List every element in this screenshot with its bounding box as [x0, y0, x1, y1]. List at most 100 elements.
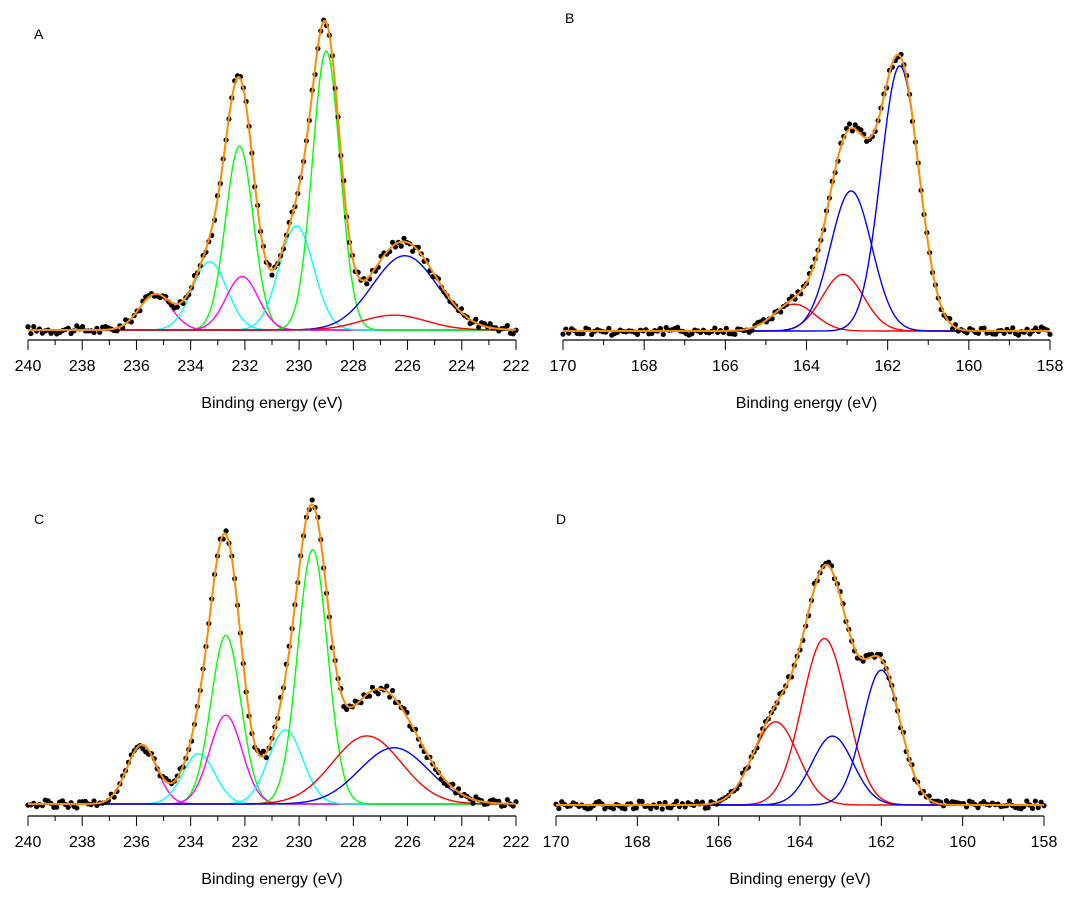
data-point [309, 497, 315, 503]
data-point [1006, 798, 1013, 804]
data-point [689, 331, 695, 337]
x-tick-label: 224 [448, 358, 475, 375]
data-point [1015, 332, 1022, 338]
x-tick-label: 226 [394, 358, 421, 375]
data-point [375, 691, 381, 697]
data-point [1032, 798, 1038, 804]
data-point [369, 684, 376, 690]
data-point [74, 805, 80, 811]
data-point [384, 683, 390, 689]
data-point [28, 330, 34, 337]
x-tick-label: 166 [705, 834, 732, 851]
data-point [487, 321, 493, 327]
chart-panel-b: B 170 168 166 164 162 160 158 Binding energy (eV… [550, 10, 1064, 412]
x-axis-label: Binding energy (eV) [736, 395, 877, 412]
data-point [367, 693, 373, 699]
data-point [660, 331, 666, 337]
data-point [657, 325, 664, 332]
x-tick-label: 234 [177, 358, 204, 375]
data-point [975, 805, 981, 811]
component-peak-line [28, 714, 516, 805]
x-tick-label: 166 [712, 358, 739, 375]
x-tick-label: 158 [1037, 358, 1064, 375]
data-point [510, 331, 516, 337]
data-point [610, 806, 617, 812]
data-point [981, 325, 987, 331]
x-tick-label: 168 [624, 834, 651, 851]
x-tick-label: 234 [177, 834, 204, 851]
data-point [410, 248, 416, 254]
x-tick-label: 158 [1031, 834, 1058, 851]
x-tick-label: 162 [868, 834, 895, 851]
x-tick-label: 238 [69, 834, 96, 851]
data-point [389, 687, 396, 694]
x-tick-label: 230 [286, 834, 313, 851]
data-point [260, 748, 266, 754]
x-tick-label: 238 [69, 358, 96, 375]
panel-label: C [34, 511, 44, 527]
component-peak-line [28, 735, 516, 805]
data-point [504, 323, 510, 329]
x-tick-label: 232 [232, 834, 259, 851]
x-tick-label: 164 [787, 834, 814, 851]
x-tick-label: 170 [550, 358, 577, 375]
data-point [639, 798, 645, 805]
x-tick-label: 240 [15, 834, 42, 851]
envelope-fit-line [556, 563, 1044, 806]
x-tick-label: 240 [15, 358, 42, 375]
data-point [659, 806, 665, 812]
data-point [712, 325, 718, 331]
data-point [476, 324, 482, 330]
data-point [556, 805, 562, 812]
data-point [470, 800, 476, 806]
data-point [344, 706, 350, 713]
x-tick-label: 230 [286, 358, 313, 375]
envelope-fit-line [563, 53, 1050, 332]
data-point [473, 316, 479, 322]
data-point [1033, 325, 1039, 331]
data-point [91, 798, 97, 804]
envelope-fit-line [28, 502, 517, 805]
component-peak-line [28, 275, 516, 331]
data-point [699, 799, 706, 805]
data-point [59, 798, 66, 804]
panel-label: A [34, 26, 44, 42]
component-peak-line [556, 637, 1044, 806]
data-point [174, 304, 180, 310]
x-tick-label: 222 [503, 358, 530, 375]
x-tick-label: 236 [123, 834, 150, 851]
component-peak-line [556, 721, 1044, 806]
data-point [826, 559, 832, 565]
x-tick-label: 228 [340, 358, 367, 375]
data-point [31, 324, 37, 330]
data-point [622, 806, 628, 812]
component-peak-line [563, 65, 1050, 332]
component-peak-line [563, 190, 1050, 332]
x-axis-label: Binding energy (eV) [201, 395, 342, 412]
x-tick-label: 236 [123, 358, 150, 375]
envelope-fit-line [28, 19, 517, 331]
data-point [54, 804, 60, 810]
data-point [1010, 325, 1016, 331]
data-point [705, 805, 711, 811]
x-tick-label: 164 [793, 358, 820, 375]
data-point [849, 128, 855, 134]
data-point [634, 331, 641, 337]
data-point [269, 272, 275, 278]
data-point [65, 804, 71, 810]
data-point [846, 121, 853, 127]
data-point [1024, 798, 1030, 804]
data-point [732, 331, 738, 337]
data-point [79, 324, 86, 330]
x-tick-label: 232 [232, 358, 259, 375]
component-peak-line [28, 225, 516, 331]
data-point [858, 127, 864, 133]
data-point [1038, 799, 1044, 805]
data-point [606, 325, 612, 331]
data-point [389, 239, 396, 245]
x-tick-label: 168 [631, 358, 658, 375]
data-point [114, 328, 120, 334]
data-point [580, 330, 586, 337]
component-peak-line [28, 548, 516, 805]
